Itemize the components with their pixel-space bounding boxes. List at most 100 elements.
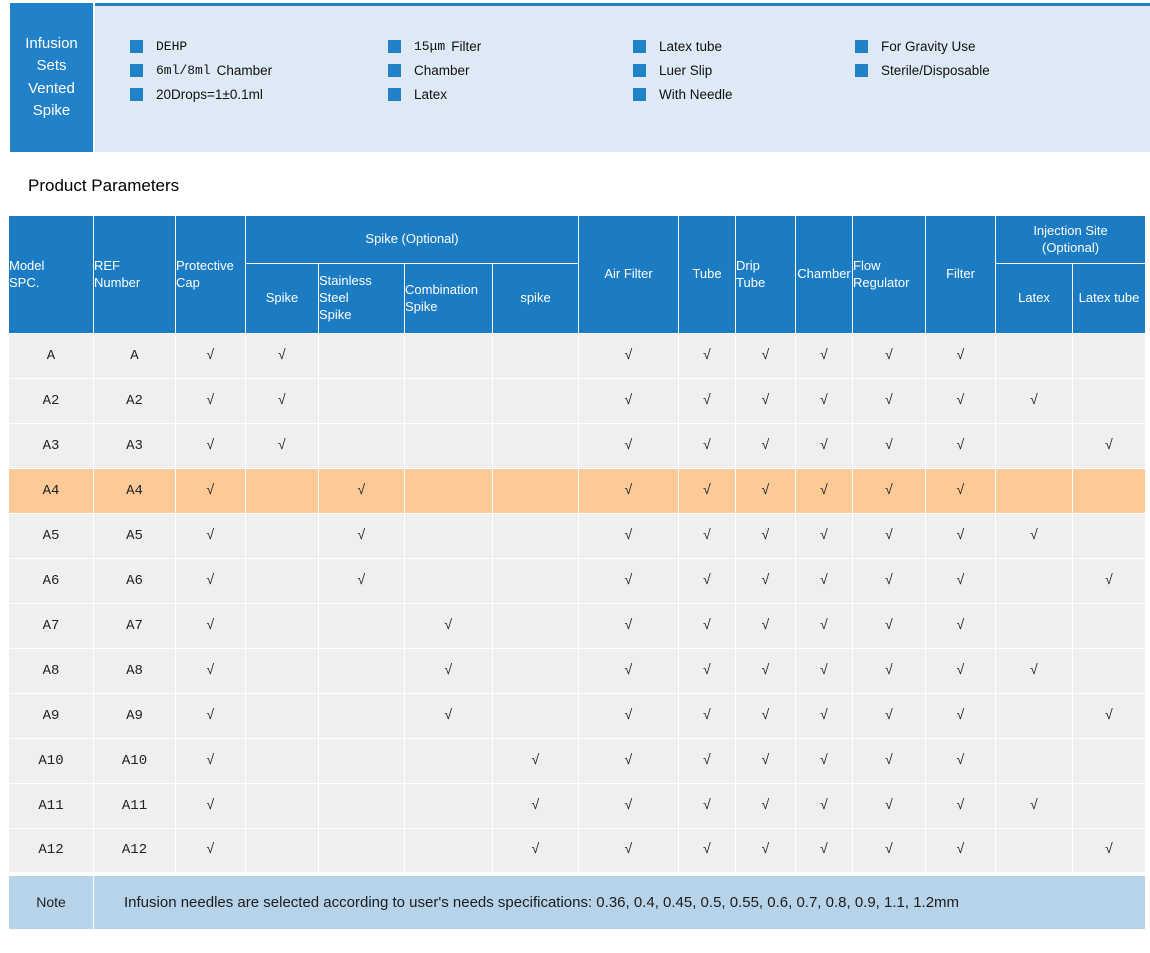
ref-cell: A11: [93, 783, 176, 829]
check-cell: [1072, 513, 1147, 559]
feature-item: 20Drops=1±0.1ml: [130, 87, 388, 102]
product-title-box: Infusion Sets Vented Spike: [10, 3, 93, 152]
bullet-square-icon: [130, 88, 143, 101]
header-model: Model SPC.: [8, 215, 94, 334]
check-cell: √: [175, 378, 246, 424]
header-tube: Tube: [678, 215, 737, 334]
header-row-sub: Spike Stainless Steel Spike Combination …: [9, 263, 1147, 334]
check-cell: [404, 513, 493, 559]
check-cell: [1072, 468, 1147, 514]
check-cell: √: [578, 513, 680, 559]
check-cell: [995, 603, 1074, 649]
bullet-square-icon: [855, 40, 868, 53]
ref-cell: A9: [93, 693, 176, 739]
model-cell: A6: [8, 558, 94, 604]
check-cell: √: [578, 783, 680, 829]
feature-text: Sterile/Disposable: [881, 63, 990, 78]
bullet-square-icon: [633, 40, 646, 53]
check-cell: √: [245, 378, 319, 424]
header-air-filter: Air Filter: [578, 215, 680, 334]
check-cell: [404, 423, 493, 469]
check-cell: √: [925, 828, 997, 874]
check-cell: √: [678, 783, 737, 829]
check-cell: √: [995, 783, 1074, 829]
header-ref: REF Number: [93, 215, 176, 334]
bullet-square-icon: [130, 40, 143, 53]
features-band: DEHP 6ml/8ml Chamber 20Drops=1±0.1ml 15μm Fil…: [95, 3, 1150, 152]
check-cell: √: [995, 648, 1074, 694]
check-cell: [995, 738, 1074, 784]
check-cell: √: [852, 378, 927, 424]
check-cell: √: [852, 693, 927, 739]
product-parameters-table: Model SPC. REF Number Protective Cap Spi…: [8, 215, 1147, 930]
model-cell: A10: [8, 738, 94, 784]
check-cell: √: [578, 558, 680, 604]
check-cell: [491, 468, 580, 514]
check-cell: [245, 558, 319, 604]
check-cell: [404, 828, 493, 874]
feature-item: 6ml/8ml Chamber: [130, 63, 388, 78]
header-latex-tube: Latex tube: [1072, 263, 1147, 334]
ref-cell: A6: [93, 558, 176, 604]
note-row: Note Infusion needles are selected accor…: [8, 871, 1147, 930]
check-cell: [995, 468, 1074, 514]
check-cell: √: [318, 468, 405, 514]
bullet-square-icon: [388, 40, 401, 53]
check-cell: √: [795, 513, 854, 559]
ref-cell: A8: [93, 648, 176, 694]
ref-cell: A7: [93, 603, 176, 649]
check-cell: √: [578, 648, 680, 694]
check-cell: √: [735, 468, 797, 514]
feature-text: DEHP: [156, 39, 188, 54]
model-cell: A: [8, 333, 94, 379]
check-cell: √: [678, 648, 737, 694]
check-cell: √: [678, 468, 737, 514]
check-cell: √: [795, 783, 854, 829]
check-cell: √: [735, 783, 797, 829]
table-row-a6: A6 A6 √ √ √ √ √ √ √ √ √: [8, 558, 1147, 604]
table-row-a2: A2 A2 √ √ √ √ √ √ √ √ √: [8, 378, 1147, 424]
feature-item: Luer Slip: [633, 63, 855, 78]
table-row-a7: A7 A7 √ √ √ √ √ √ √ √: [8, 603, 1147, 649]
check-cell: √: [735, 513, 797, 559]
check-cell: √: [925, 558, 997, 604]
check-cell: √: [795, 603, 854, 649]
check-cell: √: [735, 378, 797, 424]
page: { "colors": { "accent": "#2181c9", "head…: [0, 3, 1150, 953]
check-cell: [491, 378, 580, 424]
check-cell: √: [578, 693, 680, 739]
check-cell: √: [578, 738, 680, 784]
check-cell: √: [795, 648, 854, 694]
table-row-a11: A11 A11 √ √ √ √ √ √ √ √ √: [8, 783, 1147, 829]
check-cell: √: [795, 693, 854, 739]
header-injection-group: Injection Site (Optional): [995, 215, 1147, 264]
check-cell: [318, 693, 405, 739]
check-cell: √: [678, 558, 737, 604]
check-cell: √: [795, 468, 854, 514]
check-cell: √: [852, 648, 927, 694]
check-cell: √: [678, 513, 737, 559]
feature-text: Chamber: [414, 63, 470, 78]
check-cell: √: [852, 513, 927, 559]
model-cell: A7: [8, 603, 94, 649]
check-cell: [491, 333, 580, 379]
check-cell: [995, 333, 1074, 379]
check-cell: √: [1072, 423, 1147, 469]
check-cell: √: [925, 738, 997, 784]
table-row-a10: A10 A10 √ √ √ √ √ √ √ √: [8, 738, 1147, 784]
check-cell: √: [925, 468, 997, 514]
check-cell: [995, 693, 1074, 739]
check-cell: √: [795, 828, 854, 874]
check-cell: √: [678, 423, 737, 469]
header-protective-cap: Protective Cap: [175, 215, 246, 334]
header-spike-lower: spike: [491, 263, 580, 334]
check-cell: √: [175, 558, 246, 604]
check-cell: [318, 423, 405, 469]
feature-text: 6ml/8ml: [156, 63, 211, 78]
check-cell: √: [795, 378, 854, 424]
check-cell: √: [925, 648, 997, 694]
check-cell: [245, 648, 319, 694]
check-cell: [1072, 648, 1147, 694]
feature-text: 15μm: [414, 39, 446, 54]
bullet-square-icon: [633, 88, 646, 101]
